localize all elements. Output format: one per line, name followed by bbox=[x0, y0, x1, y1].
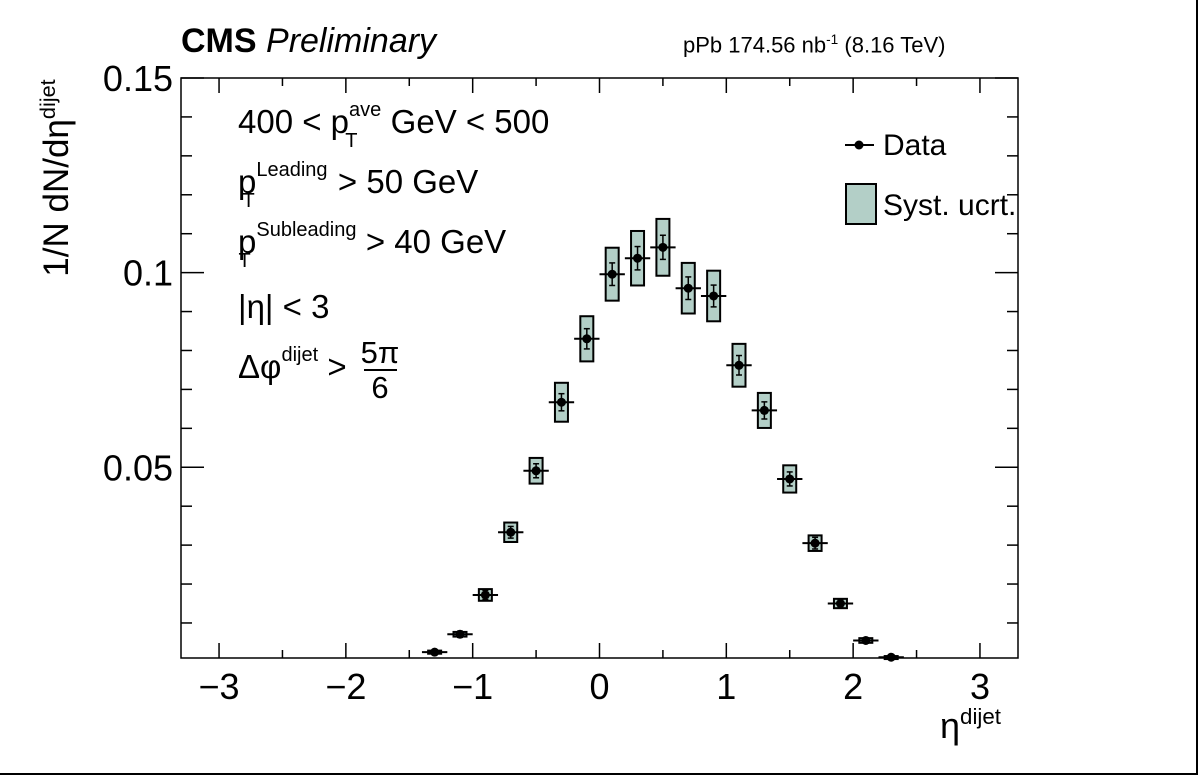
x-tick-label: −2 bbox=[325, 666, 366, 707]
data-point bbox=[607, 269, 617, 279]
data-point bbox=[734, 360, 744, 370]
legend-syst-box bbox=[845, 183, 877, 225]
legend-syst-label: Syst. ucrt. bbox=[883, 189, 1017, 222]
x-tick-label: 0 bbox=[589, 666, 609, 707]
data-point bbox=[480, 590, 490, 600]
x-tick-label: 3 bbox=[970, 666, 990, 707]
annotation-dphi: Δφdijet > bbox=[238, 344, 347, 385]
data-point bbox=[683, 283, 693, 293]
tick-labels: −3 −2 −1 0 1 2 3 0.05 0.1 0.15 bbox=[103, 58, 990, 707]
annotation-dphi-numerator: 5π bbox=[361, 335, 400, 370]
data-point bbox=[506, 527, 516, 537]
data-point bbox=[633, 253, 643, 263]
x-tick-label: −3 bbox=[199, 666, 240, 707]
lumi-suffix: (8.16 TeV) bbox=[844, 32, 946, 58]
data-point bbox=[785, 474, 795, 484]
data-point bbox=[582, 334, 592, 344]
status-label: Preliminary bbox=[266, 22, 437, 60]
y-tick-label: 0.05 bbox=[103, 447, 173, 488]
luminosity-label: pPb 174.56 nb-1 (8.16 TeV) bbox=[683, 33, 946, 56]
legend-marks bbox=[845, 140, 877, 225]
x-tick-label: 1 bbox=[716, 666, 736, 707]
data-point bbox=[531, 466, 541, 476]
data-point bbox=[455, 629, 465, 639]
annotation-pt-subleading: pSubleading T > 40 GeV bbox=[238, 219, 506, 272]
annotation-pt-ave: 400 < pave T GeV < 500 bbox=[238, 99, 549, 152]
legend-data-marker bbox=[854, 140, 864, 150]
annotation-pt-leading: pLeading T > 50 GeV bbox=[238, 159, 478, 212]
y-tick-label: 0.15 bbox=[103, 58, 173, 99]
x-tick-label: −1 bbox=[452, 666, 493, 707]
experiment-label: CMS Preliminary bbox=[181, 24, 436, 58]
x-axis-title-sup: dijet bbox=[960, 704, 1001, 729]
x-tick-label: 2 bbox=[843, 666, 863, 707]
y-axis-title-sup: dijet bbox=[34, 79, 60, 120]
axis-ticks bbox=[181, 77, 1018, 658]
lumi-exponent: -1 bbox=[826, 32, 839, 47]
data-point bbox=[861, 635, 871, 645]
data-point bbox=[810, 538, 820, 548]
annotation-eta-range: |η| < 3 bbox=[238, 288, 329, 325]
y-tick-label: 0.1 bbox=[123, 253, 173, 294]
x-axis-title: ηdijet bbox=[940, 704, 1001, 746]
data-point bbox=[886, 652, 896, 662]
data-point bbox=[430, 647, 440, 657]
data-point bbox=[658, 242, 668, 252]
data-points bbox=[421, 217, 904, 662]
y-axis-title: 1/N dN/dηdijet bbox=[35, 79, 77, 276]
y-axis-title-main: 1/N dN/dη bbox=[37, 119, 77, 277]
data-point bbox=[709, 291, 719, 301]
lumi-prefix: pPb 174.56 nb bbox=[683, 32, 827, 58]
data-point bbox=[835, 599, 845, 609]
experiment-name: CMS bbox=[181, 22, 257, 60]
annotation-dphi-denominator: 6 bbox=[371, 370, 388, 405]
data-point bbox=[556, 397, 566, 407]
legend-data-label: Data bbox=[883, 129, 947, 162]
data-point bbox=[759, 405, 769, 415]
x-axis-title-main: η bbox=[940, 704, 961, 746]
